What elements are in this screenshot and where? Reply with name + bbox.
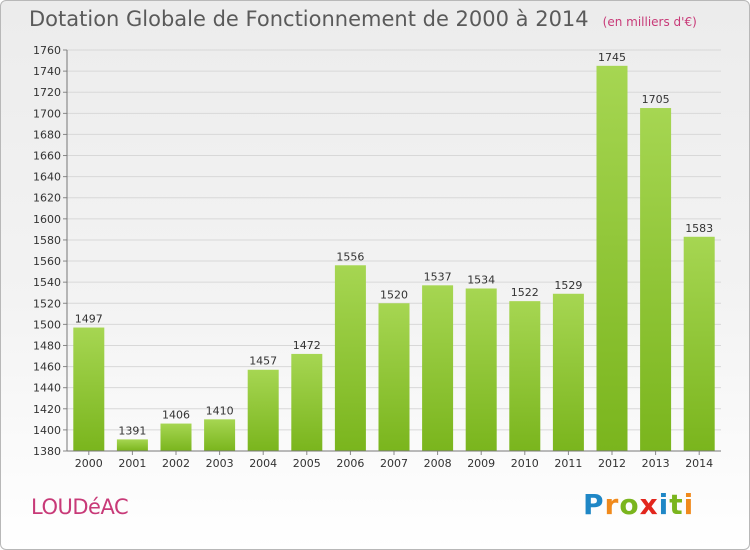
bar-2012 (596, 65, 628, 451)
bar-2001 (116, 439, 148, 451)
x-tick-label: 2011 (554, 457, 582, 470)
y-tick-label: 1660 (33, 150, 61, 163)
logo-letter: o (619, 488, 640, 521)
bar-2006 (334, 265, 366, 451)
bar-2013 (640, 108, 672, 451)
y-tick-label: 1560 (33, 255, 61, 268)
y-tick-label: 1720 (33, 86, 61, 99)
bar-2003 (204, 419, 236, 451)
chart-title: Dotation Globale de Fonctionnement de 20… (29, 7, 697, 31)
data-label: 1522 (511, 286, 539, 299)
data-label: 1457 (249, 355, 277, 368)
x-tick-label: 2009 (467, 457, 495, 470)
data-label: 1534 (467, 273, 495, 286)
y-tick-label: 1540 (33, 276, 61, 289)
x-tick-label: 2005 (293, 457, 321, 470)
y-tick-label: 1680 (33, 128, 61, 141)
y-tick-label: 1400 (33, 424, 61, 437)
y-tick-label: 1600 (33, 213, 61, 226)
logo-letter: i (658, 488, 670, 521)
y-tick-label: 1440 (33, 382, 61, 395)
bar-2008 (422, 285, 454, 451)
x-tick-label: 2007 (380, 457, 408, 470)
data-label: 1529 (554, 279, 582, 292)
logo-letter: i (683, 488, 695, 521)
logo-letter: t (669, 488, 684, 521)
chart-unit: (en milliers d'€) (602, 15, 697, 29)
bar-2002 (160, 423, 192, 451)
x-tick-label: 2004 (249, 457, 277, 470)
data-label: 1745 (598, 51, 626, 64)
x-tick-label: 2002 (162, 457, 190, 470)
x-tick-label: 2013 (642, 457, 670, 470)
chart-title-text: Dotation Globale de Fonctionnement de 20… (29, 7, 589, 31)
proxiti-logo: Proxiti (583, 488, 694, 521)
y-tick-label: 1760 (33, 44, 61, 57)
x-tick-label: 2014 (685, 457, 713, 470)
data-label: 1410 (206, 404, 234, 417)
bar-2010 (509, 301, 541, 451)
data-label: 1406 (162, 409, 190, 422)
bar-2005 (291, 353, 323, 451)
y-tick-label: 1620 (33, 192, 61, 205)
x-tick-label: 2001 (118, 457, 146, 470)
data-label: 1391 (118, 424, 146, 437)
x-tick-label: 2000 (75, 457, 103, 470)
y-tick-label: 1700 (33, 107, 61, 120)
x-tick-label: 2003 (206, 457, 234, 470)
data-label: 1537 (424, 270, 452, 283)
bar-2004 (247, 369, 279, 451)
x-axis: 2000 2001 2002 2003 2004 2005 2006 2007 2008 2009… (67, 450, 721, 470)
y-tick-label: 1380 (33, 445, 61, 458)
data-label: 1705 (642, 93, 670, 106)
y-tick-label: 1500 (33, 318, 61, 331)
data-label: 1472 (293, 339, 321, 352)
y-tick-label: 1740 (33, 65, 61, 78)
y-tick-label: 1420 (33, 403, 61, 416)
y-axis: 1380 1400 1420 1440 1460 1480 1500 1520 1540 1560… (33, 44, 68, 458)
bar-2014 (683, 236, 715, 451)
data-label: 1556 (336, 250, 364, 263)
data-label: 1520 (380, 288, 408, 301)
bars: 1497 1391 1406 1410 1457 1472 1556 1520 1537 1534… (73, 51, 715, 451)
data-label: 1583 (685, 222, 713, 235)
x-tick-label: 2006 (336, 457, 364, 470)
y-tick-label: 1480 (33, 339, 61, 352)
logo-letter: P (583, 488, 605, 521)
bar-2000 (73, 327, 105, 451)
bar-2011 (552, 293, 584, 451)
x-tick-label: 2010 (511, 457, 539, 470)
x-tick-label: 2008 (424, 457, 452, 470)
logo-letter: x (639, 488, 659, 521)
x-tick-label: 2012 (598, 457, 626, 470)
bar-2007 (378, 303, 410, 451)
y-tick-label: 1580 (33, 234, 61, 247)
y-tick-label: 1640 (33, 171, 61, 184)
logo-letter: r (604, 488, 620, 521)
bar-2009 (465, 288, 497, 451)
y-tick-label: 1520 (33, 297, 61, 310)
data-label: 1497 (75, 313, 103, 326)
place-name: LOUDéAC (31, 495, 129, 519)
y-tick-label: 1460 (33, 361, 61, 374)
